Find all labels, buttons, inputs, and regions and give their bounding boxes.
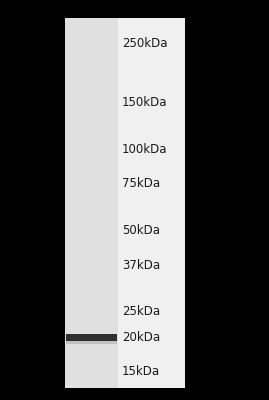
Text: 150kDa: 150kDa xyxy=(122,96,168,109)
Bar xyxy=(65,18,118,388)
Text: 15kDa: 15kDa xyxy=(122,365,160,378)
Text: 250kDa: 250kDa xyxy=(122,36,168,50)
Text: 25kDa: 25kDa xyxy=(122,305,160,318)
Text: 37kDa: 37kDa xyxy=(122,260,160,272)
Text: 75kDa: 75kDa xyxy=(122,177,160,190)
Bar xyxy=(66,340,117,344)
Bar xyxy=(66,334,117,341)
Bar xyxy=(66,334,117,338)
Text: 50kDa: 50kDa xyxy=(122,224,160,237)
Text: 20kDa: 20kDa xyxy=(122,331,160,344)
Text: 100kDa: 100kDa xyxy=(122,144,168,156)
Bar xyxy=(65,18,185,388)
